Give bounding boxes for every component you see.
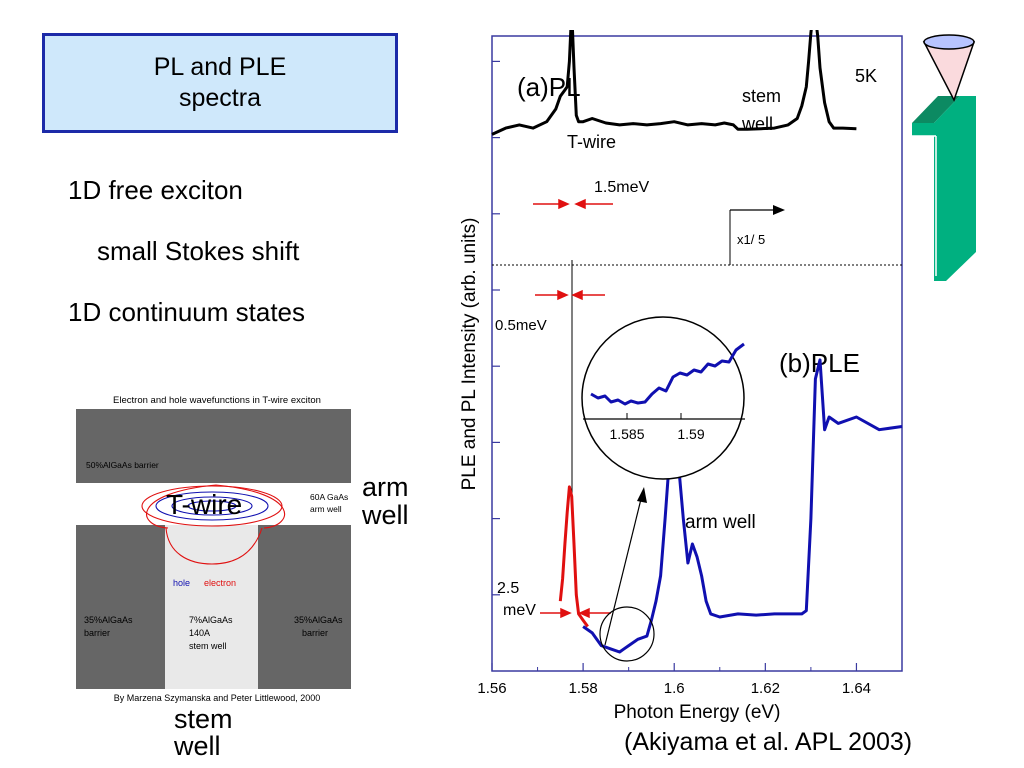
- zoom-region-circle: [599, 606, 655, 662]
- inset-tick-2: 1.59: [677, 426, 704, 442]
- right-barrier-label-1: 35%AlGaAs: [294, 615, 343, 625]
- left-barrier-label-1: 35%AlGaAs: [84, 615, 133, 625]
- top-barrier-label: 50%AlGaAs barrier: [86, 460, 159, 470]
- arm-well-annotation: arm well: [685, 512, 756, 533]
- slide-title-line1: PL and PLE: [153, 53, 287, 81]
- pl-ple-chart: 1.56 1.58 1.6 1.62 1.64 PLE and PL Intensity…: [459, 30, 903, 723]
- left-barrier-region: [76, 525, 165, 689]
- stem-thickness-label: 140A: [189, 628, 210, 638]
- fwhm-ple-annotation-2: meV: [503, 602, 536, 619]
- fwhm-ple-annotation-1: 2.5: [497, 580, 519, 597]
- fwhm-pl-annotation: 1.5meV: [594, 179, 649, 196]
- stokes-annotation: 0.5meV: [495, 317, 547, 334]
- slide-title-box: PL and PLE spectra: [42, 33, 398, 133]
- diagram-credit: By Marzena Szymanska and Peter Littlewoo…: [114, 693, 321, 703]
- top-barrier-region: [76, 409, 351, 483]
- arm-well-text-2: arm well: [310, 504, 342, 514]
- series-pl-line: [491, 30, 857, 136]
- t-wire-structure-icon: [912, 34, 976, 281]
- right-barrier-region: [258, 525, 351, 689]
- right-barrier-label-2: barrier: [302, 628, 328, 638]
- stem-annotation-1: stem: [742, 86, 781, 106]
- fwhm-arrows: [533, 198, 613, 619]
- y-axis-label: PLE and PL Intensity (arb. units): [459, 218, 480, 491]
- wavefunction-diagram: Electron and hole wavefunctions in T-wir…: [76, 388, 358, 706]
- series-ple-line: [582, 358, 903, 654]
- arm-label-1: arm: [362, 472, 409, 502]
- arm-label-2: well: [362, 500, 409, 530]
- inset-ple-line: [590, 342, 745, 406]
- stem-well-small-label: stem well: [189, 641, 227, 651]
- diagram-header: Electron and hole wavefunctions in T-wir…: [113, 395, 321, 406]
- x-tick-label: 1.62: [751, 680, 780, 697]
- t-wire-large-label: T-wire: [166, 489, 243, 520]
- bullet-free-exciton: 1D free exciton: [68, 175, 243, 205]
- scale-annotation: x1/ 5: [737, 232, 765, 247]
- twire-annotation: T-wire: [567, 132, 616, 152]
- zoom-arrow: [604, 494, 643, 646]
- citation: (Akiyama et al. APL 2003): [624, 728, 913, 756]
- inset-tick-1: 1.585: [609, 426, 644, 442]
- slide-title-line2: spectra: [179, 84, 261, 112]
- x-tick-label: 1.6: [664, 680, 685, 697]
- left-barrier-label-2: barrier: [84, 628, 110, 638]
- arm-well-text-1: 60A GaAs: [310, 492, 348, 502]
- bullet-stokes-shift: small Stokes shift: [97, 236, 300, 266]
- stem-composition-label: 7%AlGaAs: [189, 615, 233, 625]
- series-pl-overlay-line: [558, 485, 589, 628]
- stem-annotation-2: well: [741, 114, 773, 134]
- inset-zoom: 1.585 1.59: [581, 316, 745, 480]
- stem-label-1: stem: [174, 704, 233, 734]
- electron-label: electron: [204, 578, 236, 588]
- panel-a-label: (a)PL: [517, 72, 581, 102]
- stem-well-region: [165, 525, 258, 689]
- x-tick-label: 1.56: [477, 680, 506, 697]
- x-tick-label: 1.58: [569, 680, 598, 697]
- x-axis-label: Photon Energy (eV): [614, 702, 781, 723]
- stem-label-2: well: [174, 731, 221, 761]
- hole-label: hole: [173, 578, 190, 588]
- temperature-label: 5K: [855, 66, 877, 86]
- x-tick-label: 1.64: [842, 680, 871, 697]
- bullet-continuum: 1D continuum states: [68, 297, 306, 327]
